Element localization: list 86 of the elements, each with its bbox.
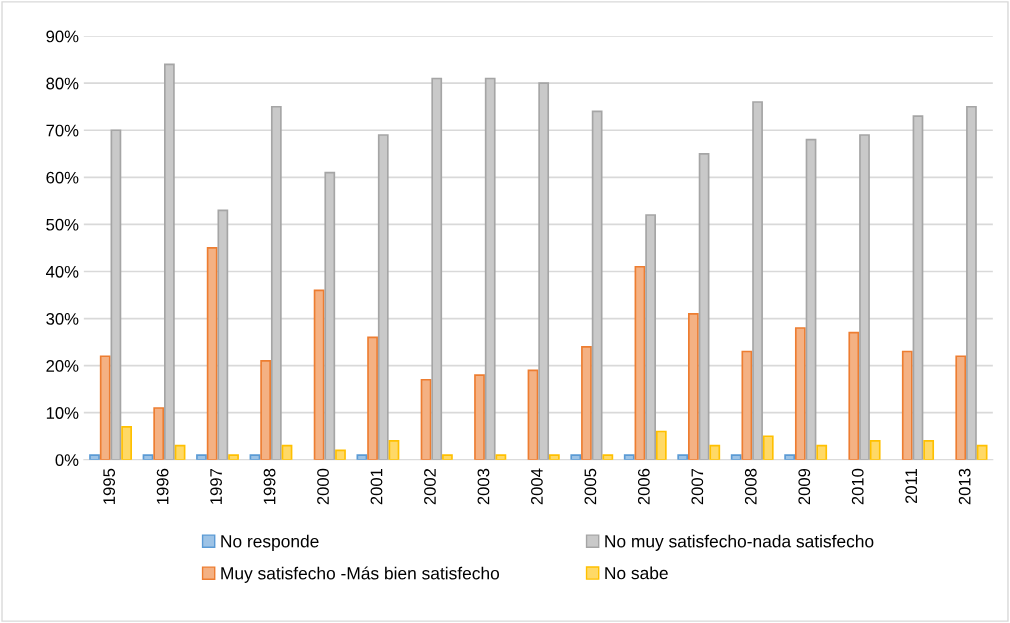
- bar: [89, 454, 100, 460]
- x-tick-label: 2011: [905, 468, 918, 504]
- bar: [869, 440, 881, 460]
- bar: [527, 369, 539, 460]
- bar: [709, 444, 721, 460]
- x-tick-label: 2008: [744, 468, 757, 505]
- bar: [121, 425, 132, 460]
- bar: [677, 454, 689, 460]
- bar: [966, 105, 977, 460]
- bar: [548, 454, 560, 460]
- bar: [623, 454, 635, 460]
- bar: [538, 82, 550, 460]
- bar: [196, 454, 207, 460]
- bar: [912, 115, 924, 460]
- y-tick-label: 40%: [45, 265, 79, 278]
- bar: [859, 134, 870, 460]
- y-tick-label: 10%: [46, 407, 79, 419]
- bar: [164, 63, 175, 460]
- x-tick-label: 2009: [798, 468, 811, 505]
- bar: [388, 440, 400, 460]
- legend-label: No sabe: [605, 566, 668, 580]
- bar: [602, 454, 614, 460]
- bar: [655, 430, 667, 460]
- bar: [99, 355, 111, 460]
- bar: [206, 247, 218, 460]
- bar: [367, 336, 378, 460]
- bar: [816, 444, 828, 460]
- x-tick-label: 1998: [263, 468, 276, 504]
- bar: [228, 454, 239, 460]
- x-tick-label: 2004: [531, 468, 543, 505]
- bar: [634, 265, 646, 460]
- x-tick-label: 1995: [103, 468, 116, 504]
- bar: [110, 129, 122, 460]
- bar: [784, 454, 796, 460]
- bar: [356, 454, 368, 460]
- bar: [313, 289, 325, 460]
- bar: [335, 449, 346, 460]
- legend-label: No responde: [221, 534, 319, 551]
- bar: [442, 454, 453, 460]
- bar: [976, 444, 988, 460]
- bar: [848, 331, 860, 460]
- bar: [153, 407, 165, 460]
- bar: [484, 77, 496, 460]
- bar: [923, 440, 935, 460]
- bar: [645, 214, 656, 460]
- x-tick-label: 2006: [637, 468, 650, 505]
- x-tick-label: 2005: [584, 468, 597, 505]
- bar: [474, 374, 485, 460]
- x-tick-label: 2000: [317, 468, 329, 505]
- y-tick-label: 60%: [46, 171, 79, 184]
- bar: [377, 134, 389, 460]
- y-tick-label: 70%: [46, 124, 79, 137]
- y-tick-label: 0%: [55, 454, 79, 466]
- bar: [762, 435, 774, 460]
- bar: [420, 378, 432, 460]
- bar: [270, 105, 282, 460]
- bar: [324, 171, 336, 460]
- x-tick-label: 2013: [958, 468, 971, 505]
- x-tick-label: 1996: [156, 468, 169, 504]
- x-tick-label: 2003: [477, 468, 490, 505]
- x-tick-label: 2010: [851, 468, 864, 505]
- bar: [955, 355, 967, 460]
- bar: [741, 350, 753, 460]
- x-tick-label: 2001: [370, 468, 383, 505]
- bar: [591, 110, 603, 460]
- bar: [431, 77, 443, 460]
- legend-label: No muy satisfecho-nada satisfecho: [605, 534, 874, 551]
- y-tick-label: 80%: [46, 77, 79, 90]
- bar: [901, 350, 913, 460]
- bar: [570, 454, 582, 460]
- bar: [752, 101, 763, 460]
- bar: [260, 360, 272, 460]
- y-tick-label: 20%: [46, 360, 79, 372]
- y-tick-label: 30%: [46, 312, 79, 325]
- bar: [217, 209, 229, 460]
- bar: [794, 327, 806, 460]
- y-tick-label: 90%: [46, 30, 79, 43]
- bar: [581, 345, 592, 460]
- y-tick-label: 50%: [46, 218, 79, 231]
- legend-label: Muy satisfecho -Más bien satisfecho: [221, 566, 500, 583]
- bar: [805, 138, 817, 460]
- x-tick-label: 2002: [424, 468, 436, 505]
- x-tick-label: 1997: [210, 468, 222, 504]
- bar: [698, 152, 710, 460]
- x-tick-label: 2007: [691, 468, 704, 505]
- bar: [688, 313, 699, 460]
